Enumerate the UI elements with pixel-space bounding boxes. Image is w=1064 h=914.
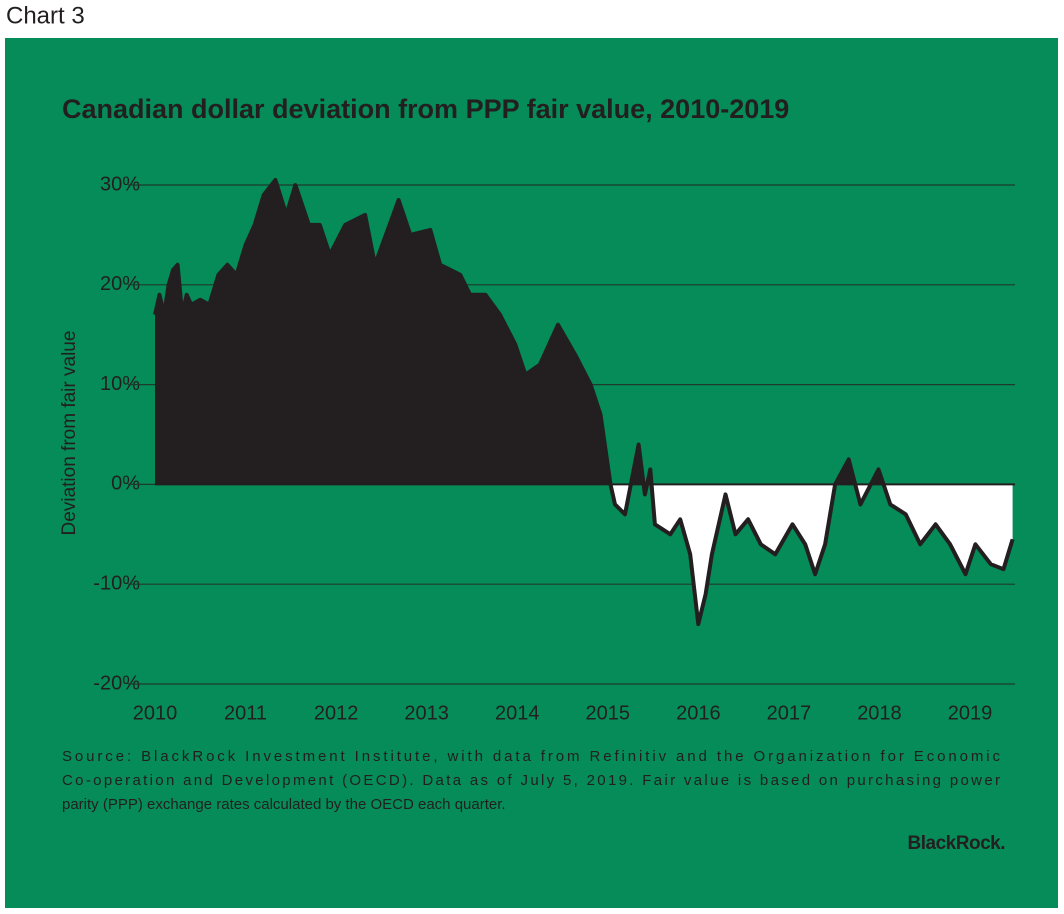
- y-tick-label: 20%: [100, 273, 140, 295]
- x-tick-label: 2012: [314, 702, 359, 724]
- chart-header: Chart 3: [6, 2, 85, 29]
- x-tick-label: 2016: [676, 702, 721, 724]
- y-tick-label: 10%: [100, 373, 140, 395]
- x-tick-label: 2011: [224, 702, 267, 724]
- x-tick-label: 2010: [133, 702, 178, 724]
- area-below: [155, 484, 1013, 625]
- y-tick-label: 30%: [100, 173, 140, 195]
- x-tick-label: 2014: [495, 702, 540, 724]
- x-tick-label: 2013: [404, 702, 449, 724]
- y-tick-label: -10%: [93, 572, 140, 594]
- chart-title: Canadian dollar deviation from PPP fair …: [62, 94, 789, 124]
- y-tick-label: 0%: [111, 473, 140, 495]
- series-line: [153, 178, 1015, 627]
- source-note: parity (PPP) exchange rates calculated b…: [62, 796, 506, 813]
- y-tick-label: -20%: [93, 672, 140, 694]
- area-above: [155, 180, 884, 485]
- brand-logo: BlackRock.: [908, 833, 1005, 854]
- y-axis-label: Deviation from fair value: [59, 331, 80, 536]
- x-tick-label: 2015: [586, 702, 631, 724]
- x-tick-label: 2019: [948, 702, 993, 724]
- x-tick-label: 2017: [767, 702, 812, 724]
- x-tick-label: 2018: [857, 702, 902, 724]
- source-note: Co-operation and Development (OECD). Dat…: [62, 772, 1000, 789]
